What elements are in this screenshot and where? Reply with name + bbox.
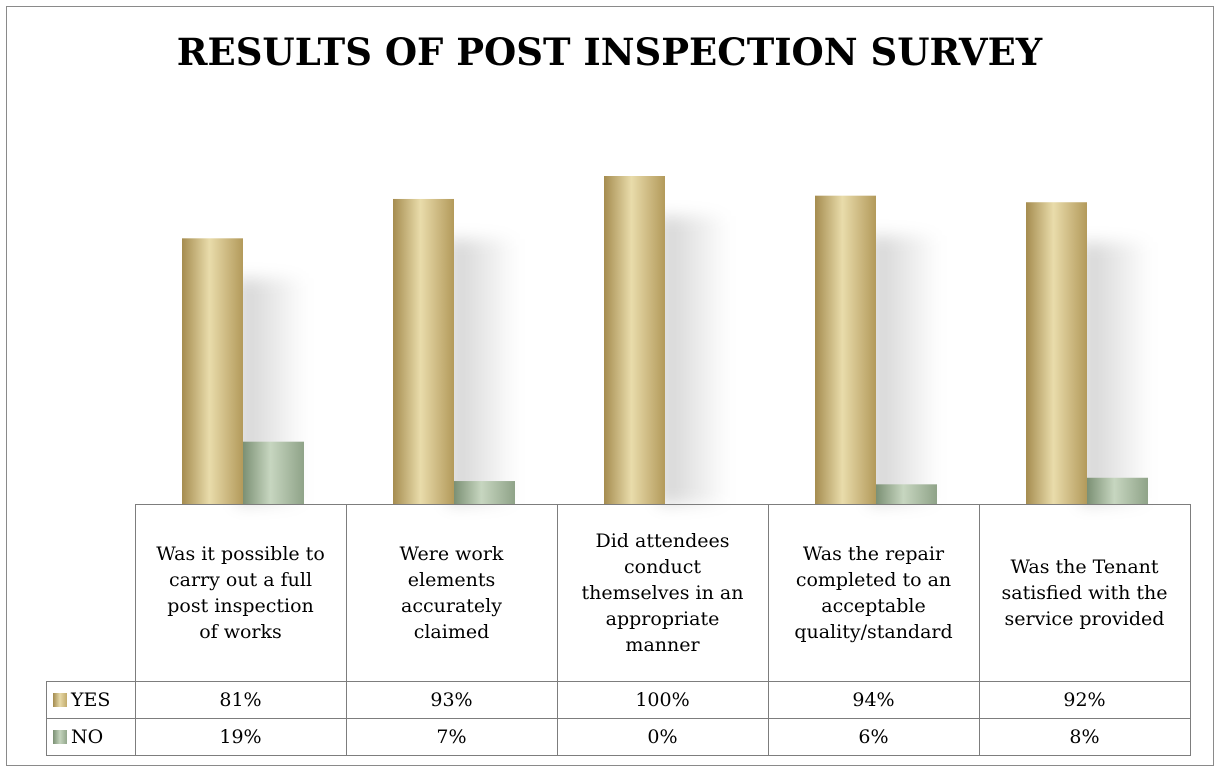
category-label-line: carry out a full [168,569,313,591]
category-label-line: Was it possible to [156,543,325,565]
bar-shadow [870,235,940,504]
category-label-line: accurately [401,595,502,617]
category-label-line: satisfied with the [1001,582,1168,604]
legend-swatch-yes [53,693,67,707]
bar-shadow [1081,242,1151,505]
category-row: Was it possible to carry out a full post i… [46,504,1191,682]
legend-no: NO [46,718,136,756]
data-label-no: 8% [978,718,1191,756]
bar-yes [182,238,243,504]
bar-shadows [237,216,1151,505]
data-table: Was it possible to carry out a full post i… [46,504,1191,756]
category-label-line: Did attendees [595,530,730,552]
category-label-line: elements [407,569,496,591]
data-label-yes: 93% [345,681,558,719]
table-corner [46,504,136,682]
bar-yes [604,176,665,504]
category-cell: Was the Tenant satisfied with the service … [978,504,1191,682]
category-cell: Were work elements accurately claimed [345,504,558,682]
bar-yes [1026,202,1087,505]
legend-label-yes: YES [71,689,111,711]
series-row-yes: YES 81% 93% 100% 94% 92% [46,681,1191,719]
legend-yes: YES [46,681,136,719]
data-label-yes: 81% [134,681,347,719]
category-label-line: Were work [399,543,504,565]
category-label-line: completed to an [795,569,952,591]
category-label-line: manner [625,634,700,656]
category-cell: Was the repair completed to an acceptable q… [767,504,980,682]
category-label-line: post inspection [167,595,314,617]
category-label-line: Was the repair [802,543,945,565]
data-table-wrap: Was it possible to carry out a full post i… [46,504,1191,756]
category-label-line: service provided [1004,608,1165,630]
bar-shadow [448,238,518,504]
legend-label-no: NO [71,726,104,748]
category-label-line: quality/standard [794,621,953,643]
bar-shadow [659,216,729,504]
category-label-line: conduct [624,556,701,578]
category-label-line: acceptable [821,595,926,617]
bar-no [876,484,937,504]
data-label-yes: 100% [556,681,769,719]
category-label-line: themselves in an [581,582,744,604]
data-label-yes: 92% [978,681,1191,719]
category-label-line: Was the Tenant [1010,556,1159,578]
legend-swatch-no [53,730,67,744]
bar-no [1087,477,1148,504]
bar-yes [815,195,876,504]
category-label-line: appropriate [605,608,720,630]
data-label-no: 0% [556,718,769,756]
category-cell: Was it possible to carry out a full post i… [134,504,347,682]
category-label-line: claimed [413,621,490,643]
bars-group [182,176,1148,505]
bar-no [243,441,304,504]
data-label-yes: 94% [767,681,980,719]
category-label-line: of works [199,621,282,643]
bar-no [454,481,515,504]
category-cell: Did attendees conduct themselves in an appr… [556,504,769,682]
data-label-no: 19% [134,718,347,756]
chart-title: RESULTS OF POST INSPECTION SURVEY [176,30,1043,74]
data-label-no: 6% [767,718,980,756]
bar-yes [393,198,454,504]
series-row-no: NO 19% 7% 0% 6% 8% [46,718,1191,756]
data-label-no: 7% [345,718,558,756]
